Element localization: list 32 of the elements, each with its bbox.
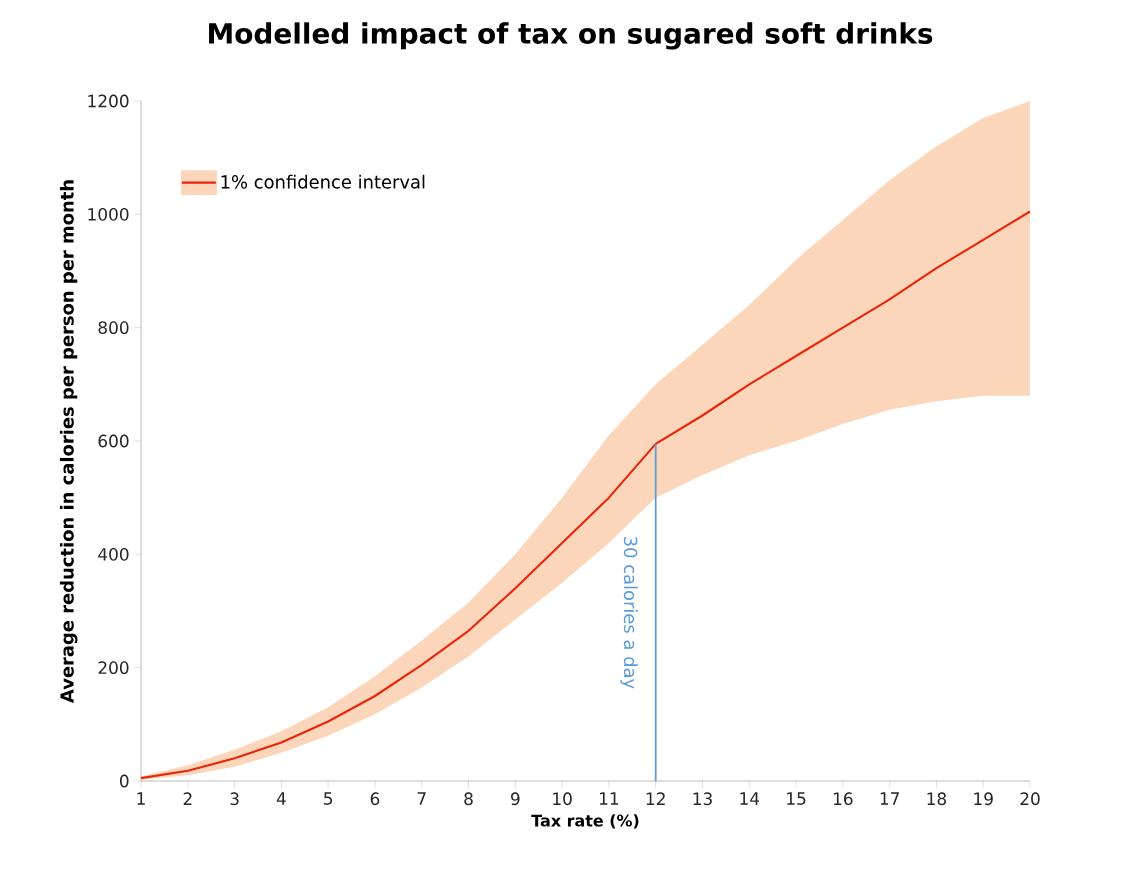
y-tick-label: 400: [98, 547, 129, 561]
chart-title: Modelled impact of tax on sugared soft drinks: [209, 22, 933, 50]
x-tick-label: 10: [553, 792, 572, 806]
x-tick-label: 8: [464, 792, 473, 806]
x-tick-label: 20: [1020, 792, 1040, 806]
x-tick-label: 16: [833, 792, 853, 806]
x-tick-label: 19: [974, 792, 993, 806]
x-tick-label: 3: [230, 792, 239, 806]
x-tick-label: 1: [137, 792, 145, 805]
x-tick-label: 14: [740, 792, 760, 805]
x-tick-label: 17: [880, 792, 899, 805]
x-tick-label: 2: [183, 792, 192, 805]
x-tick-label: 5: [324, 792, 333, 805]
x-tick-label: 9: [511, 792, 520, 806]
y-tick-label: 200: [98, 661, 129, 675]
x-tick-label: 11: [599, 792, 619, 805]
x-tick-label: 18: [927, 792, 947, 806]
y-tick-label: 600: [98, 434, 129, 448]
x-tick-label: 7: [417, 792, 426, 805]
x-tick-label: 13: [693, 792, 712, 806]
x-tick-label: 12: [646, 792, 665, 805]
ref-line-label: 30 calories a day: [620, 537, 638, 689]
y-tick-label: 0: [119, 774, 129, 788]
x-tick-label: 4: [276, 792, 286, 805]
y-tick-label: 1200: [88, 94, 129, 108]
x-tick-label: 15: [787, 792, 806, 805]
y-axis-title: Average reduction in calories per person per month: [59, 180, 78, 703]
legend-label: 1% confidence interval: [221, 174, 425, 189]
x-axis-title: Tax rate (%): [531, 814, 639, 829]
y-tick-label: 1000: [88, 207, 129, 221]
x-tick-label: 6: [370, 792, 380, 806]
y-tick-label: 800: [98, 321, 129, 335]
